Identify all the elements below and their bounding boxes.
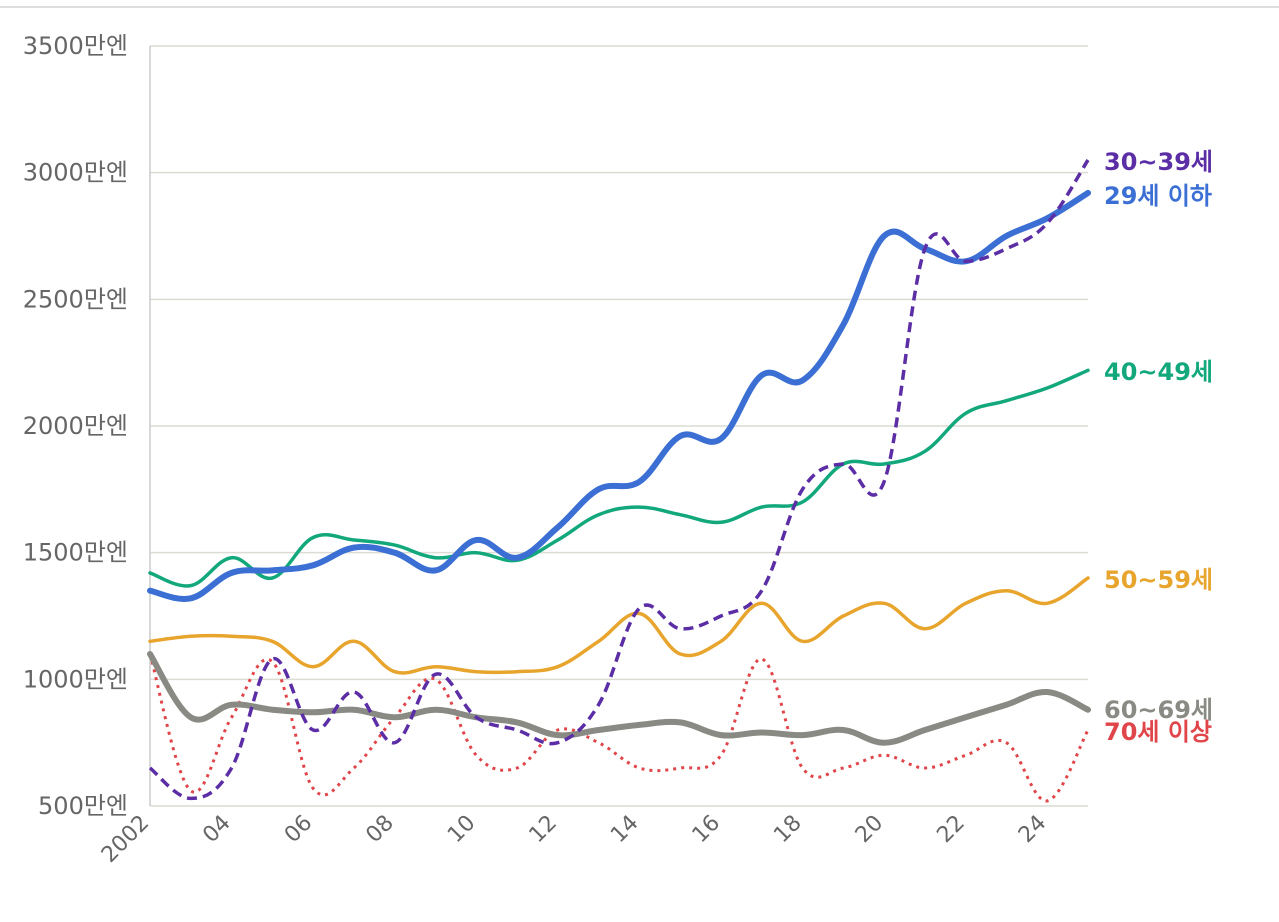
series-lines xyxy=(147,159,1091,803)
x-tick-label: 24 xyxy=(1014,811,1051,848)
y-tick-label: 2000만엔 xyxy=(23,412,128,440)
series-line xyxy=(148,159,1090,801)
x-tick-label: 16 xyxy=(688,811,725,848)
top-rule xyxy=(0,6,1279,8)
series-label: 40~49세 xyxy=(1104,358,1213,386)
y-tick-label: 2500만엔 xyxy=(23,285,128,313)
series-label: 50~59세 xyxy=(1104,566,1213,594)
y-axis-tick-labels: 500만엔 1000만엔 1500만엔 2000만엔 2500만엔 3000만엔 3500만… xyxy=(23,32,128,820)
y-tick-label: 3500만엔 xyxy=(23,32,128,60)
x-tick-label: 06 xyxy=(280,811,317,848)
series-line xyxy=(147,651,1091,746)
series-label: 29세 이하 xyxy=(1104,182,1212,210)
x-tick-label: 12 xyxy=(525,811,562,848)
gridlines xyxy=(149,45,1088,807)
x-tick-label: 04 xyxy=(198,811,235,848)
x-tick-label: 20 xyxy=(851,811,888,848)
y-tick-label: 1500만엔 xyxy=(23,539,128,567)
series-line xyxy=(148,653,1090,803)
x-axis-tick-labels: 2002 04 06 08 10 12 14 16 18 20 22 24 xyxy=(97,811,1051,868)
x-tick-label: 22 xyxy=(932,811,969,848)
x-tick-label: 08 xyxy=(361,811,398,848)
series-line xyxy=(147,189,1091,602)
x-tick-label: 18 xyxy=(769,811,806,848)
series-label: 30~39세 xyxy=(1104,148,1213,176)
y-tick-label: 500만엔 xyxy=(38,792,128,820)
series-label: 60~69세 xyxy=(1104,696,1213,724)
y-tick-label: 3000만엔 xyxy=(23,159,128,187)
y-tick-label: 1000만엔 xyxy=(23,665,128,693)
series-line xyxy=(148,368,1090,588)
x-tick-label: 14 xyxy=(606,811,643,848)
x-tick-label: 10 xyxy=(443,811,480,848)
series-label: 70세 이상 xyxy=(1104,718,1212,746)
series-line xyxy=(148,576,1090,675)
